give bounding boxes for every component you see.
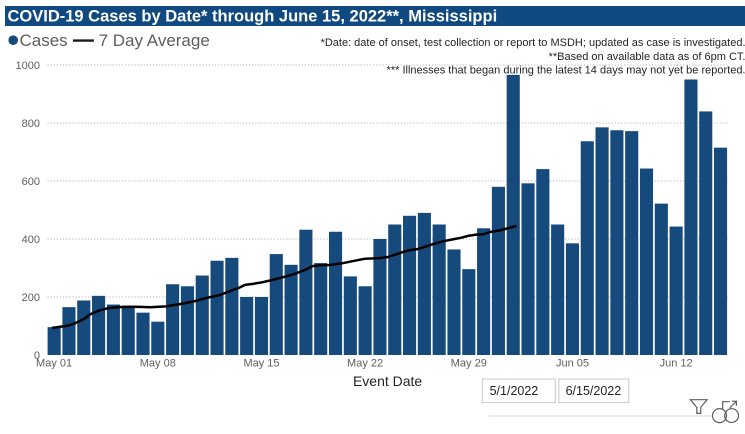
svg-text:Cases: Cases (20, 31, 68, 50)
svg-text:Jun 05: Jun 05 (556, 358, 589, 370)
svg-text:7 Day Average: 7 Day Average (99, 31, 210, 50)
svg-text:200: 200 (22, 292, 40, 304)
svg-text:400: 400 (22, 234, 40, 246)
svg-text:**Based on available data as o: **Based on available data as of 6pm CT. (549, 51, 745, 63)
svg-text:0: 0 (34, 350, 40, 362)
svg-text:May 15: May 15 (243, 358, 279, 370)
svg-text:May 01: May 01 (36, 358, 72, 370)
svg-text:Jun 12: Jun 12 (660, 358, 693, 370)
svg-text:5/1/2022: 5/1/2022 (490, 384, 539, 398)
svg-text:COVID-19 Cases by Date* throug: COVID-19 Cases by Date* through June 15,… (8, 8, 498, 26)
svg-text:600: 600 (22, 176, 40, 188)
svg-text:*Date: date of onset, test col: *Date: date of onset, test collection or… (321, 37, 745, 49)
svg-text:May 22: May 22 (347, 358, 383, 370)
svg-text:1000: 1000 (16, 60, 40, 72)
svg-text:May 08: May 08 (140, 358, 176, 370)
svg-text:May 29: May 29 (451, 358, 487, 370)
svg-text:*** Illnesses that began durin: *** Illnesses that began during the late… (387, 65, 745, 77)
svg-text:800: 800 (22, 118, 40, 130)
svg-text:6/15/2022: 6/15/2022 (566, 384, 622, 398)
svg-text:Event Date: Event Date (353, 373, 422, 389)
